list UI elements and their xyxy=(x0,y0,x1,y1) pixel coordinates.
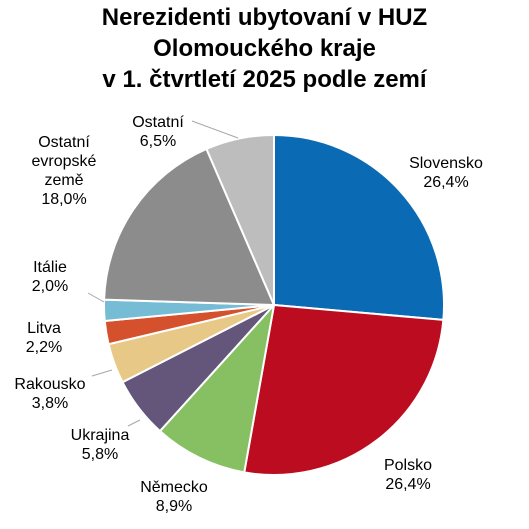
data-label-name: Ostatní xyxy=(38,134,90,151)
data-label-rakousko: Rakousko 3,8% xyxy=(14,376,85,412)
data-label-name: Německo xyxy=(140,479,208,496)
data-label-value: 3,8% xyxy=(32,395,68,412)
chart-title-line-1: Nerezidenti ubytovaní v HUZ xyxy=(101,4,428,31)
data-label-ostatní-evropské-země: Ostatní evropské země 18,0% xyxy=(32,134,97,208)
data-label-polsko: Polsko 26,4% xyxy=(384,457,432,493)
data-label-name: Itálie xyxy=(33,259,67,276)
leader-line xyxy=(191,120,239,139)
pie-slice-ostatní-evropské-země xyxy=(103,147,275,306)
pie-slice-polsko xyxy=(243,304,445,476)
data-label-slovensko: Slovensko 26,4% xyxy=(409,155,483,191)
data-label-name: země xyxy=(44,172,83,189)
data-label-value: 8,9% xyxy=(156,498,192,515)
data-label-value: 18,0% xyxy=(41,191,86,208)
data-label-value: 2,0% xyxy=(32,278,68,295)
data-label-name: Litva xyxy=(27,320,61,337)
data-label-value: 6,5% xyxy=(140,133,176,150)
data-label-value: 2,2% xyxy=(26,339,62,356)
data-label-value: 5,8% xyxy=(82,446,118,463)
leader-line xyxy=(91,369,113,377)
data-label-name: Polsko xyxy=(384,457,432,474)
leader-line xyxy=(127,419,141,427)
chart-title-line-3: v 1. čtvrtletí 2025 podle zemí xyxy=(102,66,427,93)
data-label-name: Rakousko xyxy=(14,376,85,393)
chart-title-line-2: Olomouckého kraje xyxy=(153,35,376,62)
pie-slice-německo xyxy=(158,304,275,474)
pie-slice-slovensko xyxy=(273,134,445,321)
data-label-německo: Německo 8,9% xyxy=(140,479,208,515)
data-label-name: evropské xyxy=(32,153,97,170)
data-label-litva: Litva 2,2% xyxy=(26,320,62,356)
chart-title: Nerezidenti ubytovaní v HUZ Olomouckého … xyxy=(0,2,529,95)
data-label-name: Ostatní xyxy=(132,114,184,131)
pie-slice-ostatní xyxy=(205,134,275,306)
leader-line xyxy=(87,292,105,303)
data-label-name: Ukrajina xyxy=(71,427,130,444)
data-label-value: 26,4% xyxy=(423,174,468,191)
data-label-name: Slovensko xyxy=(409,155,483,172)
data-label-value: 26,4% xyxy=(385,476,430,493)
data-label-itálie: Itálie 2,0% xyxy=(32,259,68,295)
data-label-ukrajina: Ukrajina 5,8% xyxy=(71,427,130,463)
data-label-ostatní: Ostatní 6,5% xyxy=(132,114,184,150)
